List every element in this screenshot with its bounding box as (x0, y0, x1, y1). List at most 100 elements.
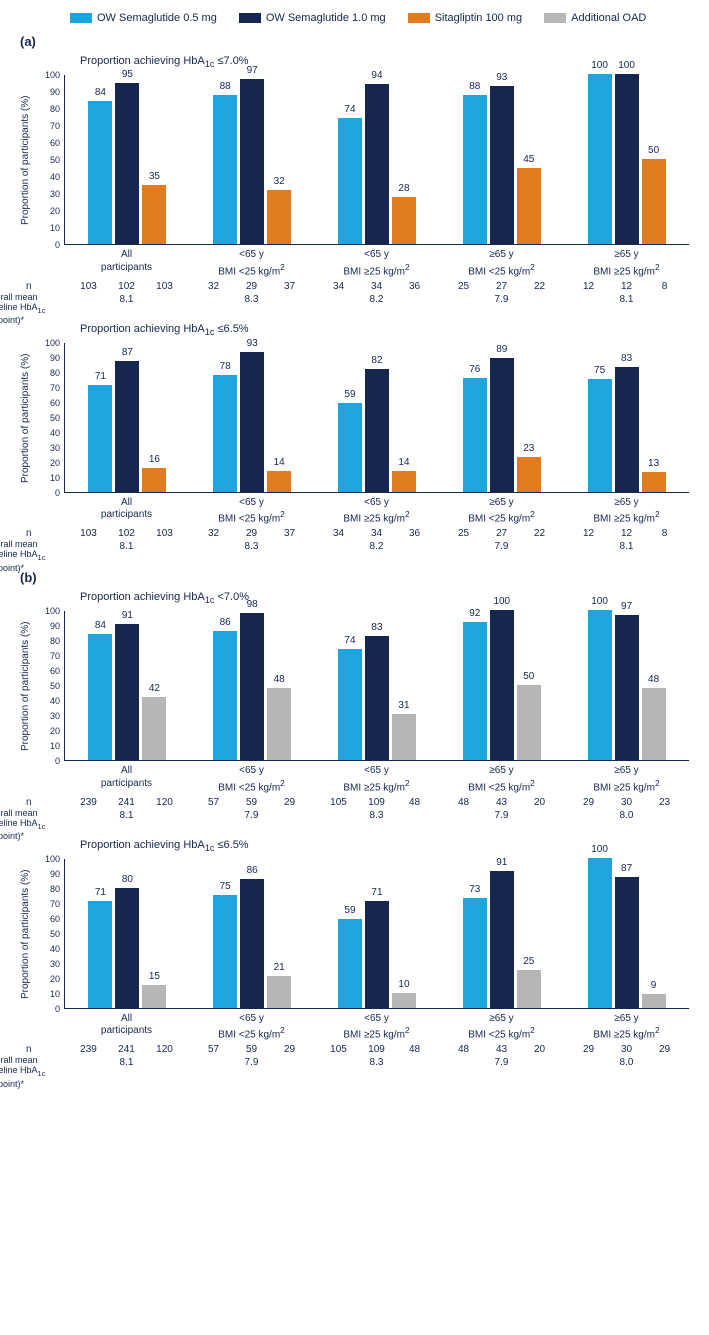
n-value: 12 (615, 528, 639, 539)
bar-group: 597110 (315, 859, 440, 1008)
n-value: 22 (528, 528, 552, 539)
bar-value-label: 21 (274, 962, 285, 973)
y-tick: 100 (45, 606, 60, 616)
bar-value-label: 48 (648, 674, 659, 685)
bar: 21 (267, 976, 291, 1008)
y-tick: 40 (50, 696, 60, 706)
n-value: 34 (365, 528, 389, 539)
y-tick: 70 (50, 651, 60, 661)
n-value: 23 (653, 797, 677, 808)
y-tick: 30 (50, 711, 60, 721)
n-value: 37 (278, 528, 302, 539)
baseline-label: Overall meanbaseline HbA1c(%-point)* (0, 292, 62, 326)
n-row: n10310210332293734343625272212128 (20, 281, 689, 292)
baseline-row: Overall meanbaseline HbA1c(%-point)*8.18… (20, 541, 689, 552)
bar: 100 (588, 74, 612, 244)
bar: 92 (463, 622, 487, 760)
y-tick: 70 (50, 383, 60, 393)
y-tick: 50 (50, 155, 60, 165)
y-tick: 100 (45, 70, 60, 80)
n-group: 10510948 (314, 1044, 439, 1055)
bar: 32 (267, 190, 291, 244)
baseline-value: 8.2 (314, 294, 439, 305)
plot-area: 84914286984874833192100501009748 (64, 611, 689, 761)
baseline-value: 8.1 (64, 294, 189, 305)
n-group: 322937 (189, 281, 314, 292)
bar: 100 (490, 610, 514, 760)
bar-group: 1009748 (564, 611, 689, 760)
bar: 71 (365, 901, 389, 1008)
bar-group: 889732 (190, 75, 315, 244)
n-group: 484320 (439, 797, 564, 808)
bar-value-label: 91 (496, 857, 507, 868)
n-value: 34 (327, 528, 351, 539)
y-axis-label: Proportion of participants (%) (20, 859, 36, 1009)
legend: OW Semaglutide 0.5 mgOW Semaglutide 1.0 … (70, 12, 689, 24)
bar-value-label: 50 (648, 145, 659, 156)
y-tick: 20 (50, 206, 60, 216)
baseline-value: 8.1 (564, 294, 689, 305)
n-group: 12128 (564, 528, 689, 539)
bar: 84 (88, 634, 112, 760)
bar-value-label: 100 (618, 60, 635, 71)
y-tick: 0 (55, 756, 60, 766)
n-value: 29 (278, 797, 302, 808)
n-value: 48 (452, 1044, 476, 1055)
bar: 100 (588, 858, 612, 1008)
y-tick: 10 (50, 989, 60, 999)
bar-value-label: 9 (651, 980, 657, 991)
n-value: 30 (615, 1044, 639, 1055)
bar-value-label: 59 (344, 389, 355, 400)
n-group: 343436 (314, 528, 439, 539)
bar-value-label: 93 (496, 72, 507, 83)
y-tick: 40 (50, 428, 60, 438)
n-value: 102 (115, 528, 139, 539)
y-axis: 0102030405060708090100 (40, 75, 64, 245)
n-group: 343436 (314, 281, 439, 292)
bar-value-label: 84 (95, 87, 106, 98)
bar-value-label: 14 (398, 457, 409, 468)
bar: 75 (213, 895, 237, 1008)
y-tick: 60 (50, 398, 60, 408)
bar-value-label: 32 (274, 176, 285, 187)
bar-value-label: 93 (247, 338, 258, 349)
baseline-value: 8.0 (564, 810, 689, 821)
legend-item: Additional OAD (544, 12, 646, 24)
bar-value-label: 71 (371, 887, 382, 898)
x-category: ≥65 yBMI <25 kg/m2 (439, 761, 564, 794)
n-value: 8 (653, 528, 677, 539)
bar-value-label: 83 (371, 622, 382, 633)
plot-row: Proportion of participants (%)0102030405… (20, 75, 689, 245)
bar: 94 (365, 84, 389, 244)
n-label: n (26, 797, 32, 808)
bar: 14 (267, 471, 291, 492)
n-value: 59 (240, 1044, 264, 1055)
y-tick: 100 (45, 338, 60, 348)
bar: 84 (88, 101, 112, 244)
x-category: <65 yBMI <25 kg/m2 (189, 761, 314, 794)
baseline-value: 8.3 (314, 1057, 439, 1068)
bar-value-label: 94 (371, 70, 382, 81)
y-axis-label: Proportion of participants (%) (20, 611, 36, 761)
bar: 83 (615, 367, 639, 492)
n-value: 48 (403, 1044, 427, 1055)
bar-value-label: 87 (122, 347, 133, 358)
bar-value-label: 87 (621, 863, 632, 874)
bar: 50 (517, 685, 541, 760)
chart: Proportion achieving HbA1c ≤6.5%Proporti… (20, 839, 689, 1069)
baseline-value: 7.9 (439, 294, 564, 305)
bar: 25 (517, 970, 541, 1008)
bar-group: 849535 (65, 75, 190, 244)
bar-value-label: 31 (398, 700, 409, 711)
bar-value-label: 16 (149, 454, 160, 465)
bar-value-label: 71 (95, 371, 106, 382)
n-value: 57 (202, 1044, 226, 1055)
n-group: 103102103 (64, 528, 189, 539)
n-value: 241 (115, 797, 139, 808)
y-axis: 0102030405060708090100 (40, 611, 64, 761)
baseline-row: Overall meanbaseline HbA1c(%-point)*8.18… (20, 294, 689, 305)
baseline-value: 7.9 (189, 1057, 314, 1068)
bar-value-label: 15 (149, 971, 160, 982)
n-value: 30 (615, 797, 639, 808)
bar-value-label: 80 (122, 874, 133, 885)
